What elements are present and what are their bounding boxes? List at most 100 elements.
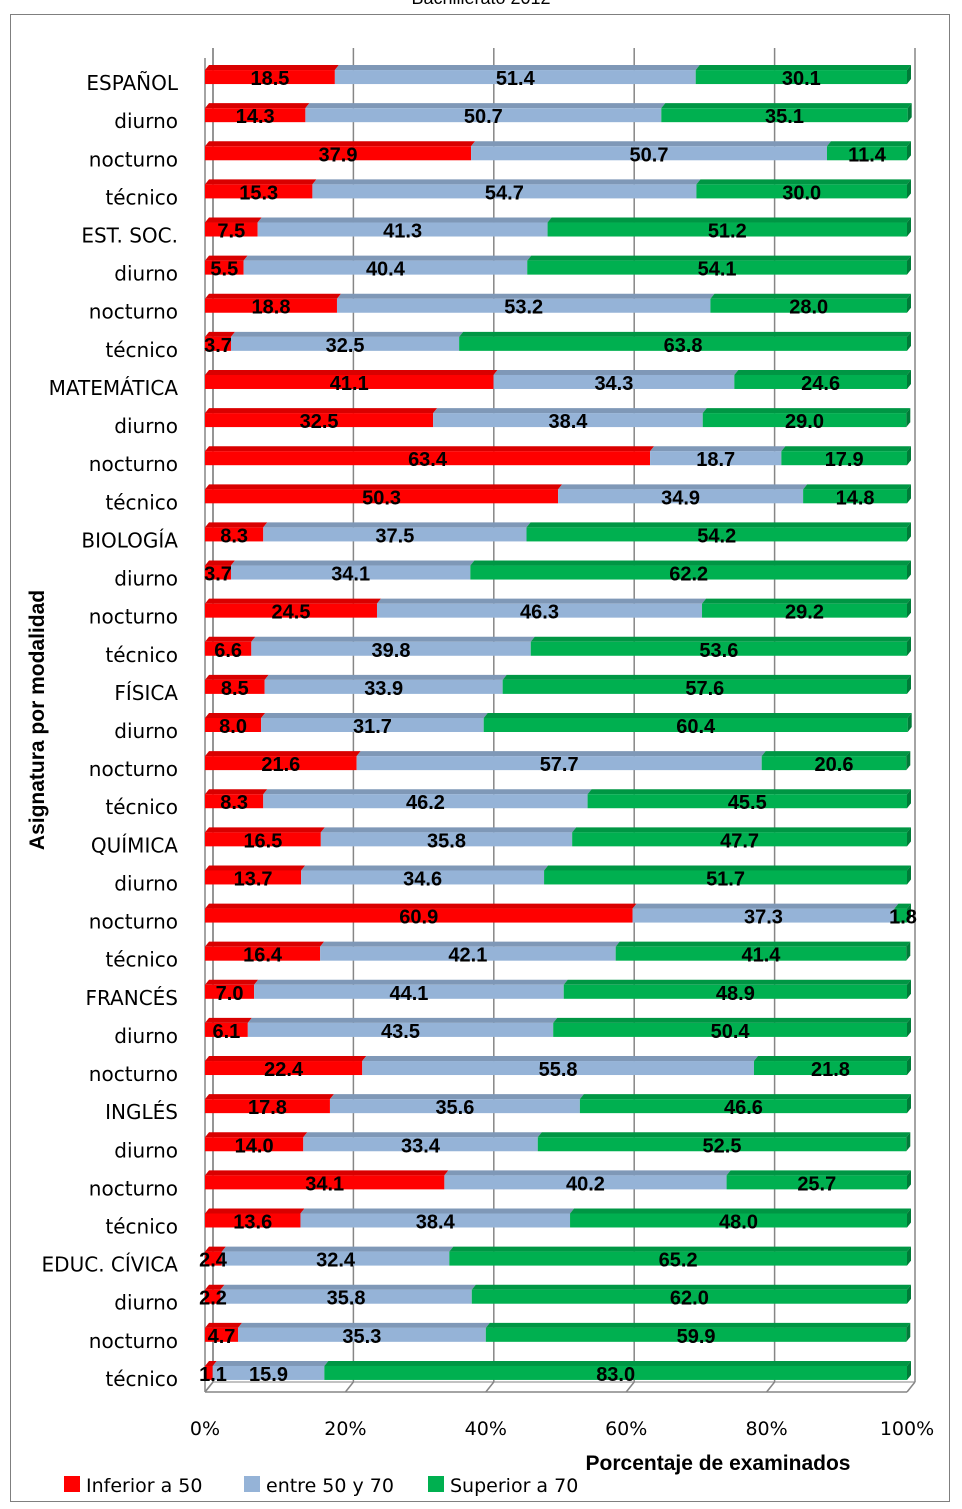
data-label: 63.8 [664, 335, 703, 357]
bar-segment-top [205, 331, 235, 337]
category-label: nocturno [89, 147, 178, 171]
data-label: 15.9 [249, 1364, 288, 1386]
bar-segment [205, 527, 264, 542]
bar-segment [579, 1099, 907, 1114]
bar-segment [781, 451, 907, 466]
bar-segment [312, 184, 697, 199]
category-label: QUÍMICA [91, 833, 178, 857]
bar-segment-top [329, 1094, 584, 1100]
data-label: 63.4 [408, 449, 448, 471]
category-label: técnico [105, 1367, 178, 1391]
gridline-floor [766, 1381, 776, 1393]
data-label: 17.8 [248, 1097, 287, 1119]
data-label: 14.8 [836, 487, 875, 509]
bar-segment-top [205, 1056, 367, 1062]
bar-segment [205, 832, 321, 847]
category-label: diurno [114, 1024, 178, 1048]
data-label: 16.5 [243, 830, 282, 852]
bar-segment-top [264, 674, 507, 680]
bar-segment [205, 298, 337, 313]
legend-entry: Superior a 70 [450, 1475, 578, 1497]
data-label: 34.1 [331, 564, 370, 586]
data-label: 17.9 [825, 449, 864, 471]
category-label: diurno [114, 1138, 178, 1162]
data-label: 32.5 [300, 411, 339, 433]
data-label: 8.3 [220, 525, 248, 547]
bar-segment-top [526, 522, 911, 528]
bar-segment [263, 527, 527, 542]
bar-segment [471, 146, 827, 161]
bar-segment-top [702, 408, 911, 414]
bar-segment [205, 451, 651, 466]
bar-segment [459, 336, 907, 351]
bar-segment [661, 108, 908, 123]
bar-segment-top [205, 65, 339, 71]
bar-segment [734, 374, 907, 389]
bar-segment-top [803, 484, 911, 490]
bar-segment-top [205, 636, 256, 642]
legend-entry: entre 50 y 70 [266, 1475, 394, 1497]
data-label: 50.3 [362, 487, 401, 509]
data-label: 18.5 [250, 68, 289, 90]
bar-segment-top [615, 941, 911, 947]
bar-segment [537, 1137, 907, 1152]
bar-segment-top [570, 1208, 911, 1214]
data-label: 16.4 [243, 945, 283, 967]
bar-segment [205, 1022, 248, 1037]
data-label: 8.3 [220, 792, 248, 814]
data-label: 53.2 [504, 297, 543, 319]
data-label: 54.2 [697, 525, 736, 547]
data-label: 38.4 [548, 411, 588, 433]
data-label: 40.2 [566, 1173, 605, 1195]
data-label: 83.0 [596, 1364, 635, 1386]
bar-segment-top [449, 1246, 911, 1252]
data-label: 2.2 [199, 1288, 227, 1310]
bar-segment [320, 946, 616, 961]
category-label: FRANCÉS [85, 986, 178, 1010]
bar-segment [544, 870, 907, 885]
category-label: técnico [105, 1214, 178, 1238]
bar-end-cap [907, 1208, 911, 1228]
bar-segment [502, 679, 907, 694]
bar-end-cap [906, 1132, 911, 1152]
gridline-floor [204, 1381, 214, 1393]
bar-segment-top [334, 65, 700, 71]
bar-end-cap [907, 713, 912, 732]
bar-segment [761, 756, 907, 771]
data-label: 44.1 [389, 983, 428, 1005]
bar-segment [301, 870, 545, 885]
x-tick-label: 100% [880, 1418, 934, 1440]
data-label: 34.1 [305, 1173, 344, 1195]
bar-segment-top [205, 598, 381, 604]
bar-segment [205, 1251, 222, 1266]
bar-segment [493, 374, 735, 389]
bar-end-cap [907, 446, 911, 466]
bar-segment [205, 756, 357, 771]
bar-segment-top [205, 1017, 252, 1023]
category-label: técnico [105, 185, 178, 209]
bar-segment-top [553, 1017, 911, 1023]
data-label: 52.5 [703, 1135, 742, 1157]
bar-segment [205, 108, 306, 123]
gridline-floor [344, 1381, 354, 1393]
data-label: 13.6 [233, 1211, 272, 1233]
bar-segment-top [261, 713, 488, 718]
data-label: 51.4 [496, 68, 536, 90]
bar-segment-top [205, 865, 306, 871]
data-label: 30.0 [782, 182, 821, 204]
data-label: 29.0 [785, 411, 824, 433]
data-label: 37.3 [744, 907, 783, 929]
bar-segment [205, 222, 258, 237]
bar-segment [205, 794, 264, 809]
bar-segment [205, 413, 434, 428]
bar-segment [305, 108, 662, 123]
category-label: técnico [105, 948, 178, 972]
data-label: 32.5 [326, 335, 365, 357]
legend-swatch [64, 1476, 80, 1492]
bar-segment-top [376, 598, 707, 604]
data-label: 8.0 [219, 716, 247, 738]
bar-segment-top [300, 1208, 575, 1214]
data-label: 50.4 [711, 1021, 751, 1043]
data-label: 31.7 [353, 716, 392, 738]
